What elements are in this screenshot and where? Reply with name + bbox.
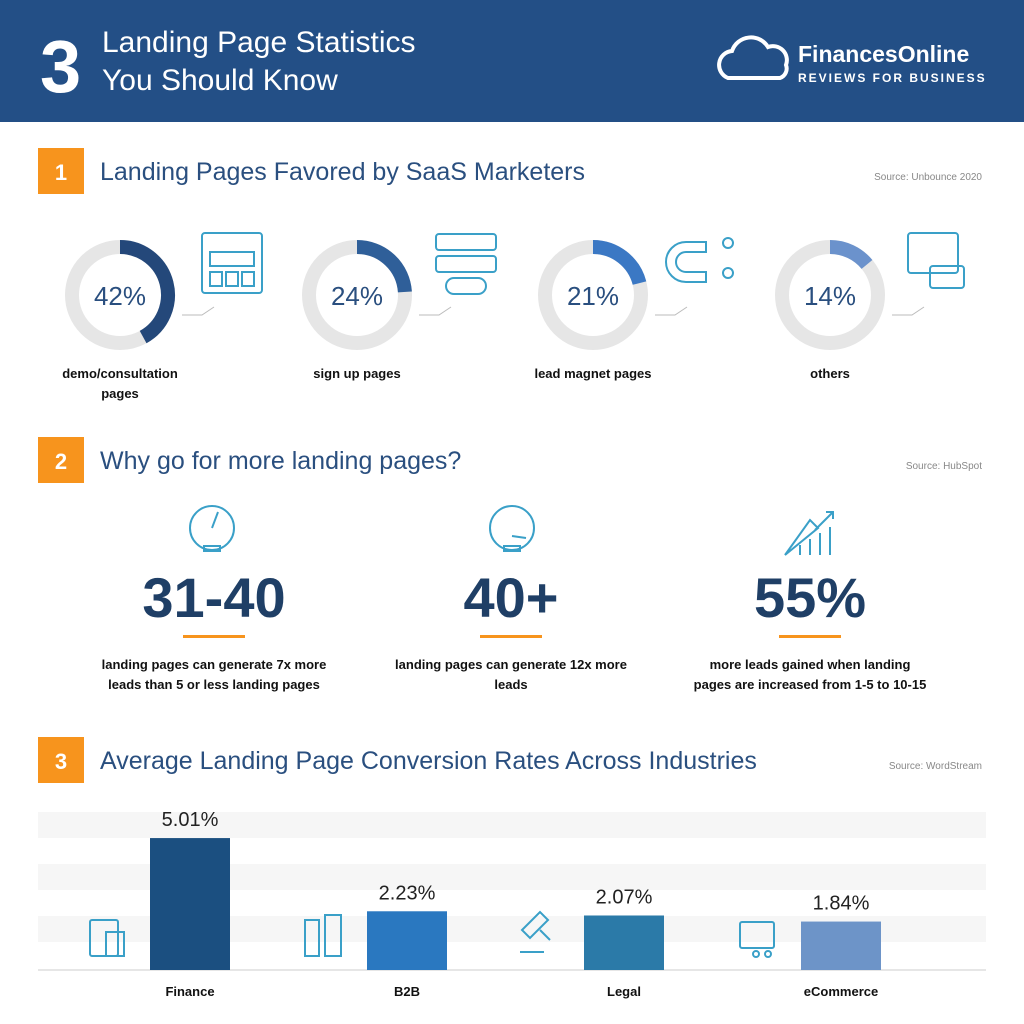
donut-label: 14% <box>804 281 856 311</box>
section-title: Why go for more landing pages? <box>100 447 461 475</box>
section-title: Landing Pages Favored by SaaS Marketers <box>100 158 585 186</box>
stat-value: 40+ <box>464 566 559 629</box>
stat-underline <box>183 635 245 638</box>
stat-value: 31-40 <box>142 566 285 629</box>
connector <box>419 306 452 316</box>
bar <box>801 921 881 970</box>
x-tick-label: Legal <box>607 984 641 999</box>
section-number: 2 <box>55 449 67 474</box>
donut-arc <box>356 240 412 293</box>
bar-value-label: 2.07% <box>596 886 653 908</box>
section-number: 3 <box>55 749 67 774</box>
tagline: REVIEWS FOR BUSINESS <box>798 71 987 85</box>
section-badge <box>38 737 84 783</box>
section-title: Average Landing Page Conversion Rates Ac… <box>100 747 757 775</box>
source: Source: Unbounce 2020 <box>874 172 982 183</box>
donut-label: 21% <box>567 281 619 311</box>
header-number: 3 <box>40 25 81 108</box>
section-badge <box>38 148 84 194</box>
header-title: You Should Know <box>102 64 338 97</box>
stat-value: 55% <box>754 566 866 629</box>
bar <box>150 838 230 970</box>
header-band <box>0 0 1024 122</box>
x-tick-label: eCommerce <box>804 984 878 999</box>
connector <box>655 306 688 316</box>
stat-underline <box>480 635 542 638</box>
donut-arc <box>119 240 175 344</box>
bar <box>367 911 447 970</box>
bar <box>584 915 664 970</box>
x-tick-label: B2B <box>394 984 420 999</box>
stripe <box>38 812 986 838</box>
category-label: demo/consultation pages <box>62 366 178 401</box>
section-badge <box>38 437 84 483</box>
stat-text: landing pages can generate 7x more leads… <box>101 657 327 692</box>
bar-value-label: 2.23% <box>379 882 436 904</box>
donut-label: 24% <box>331 281 383 311</box>
category-label: lead magnet pages <box>534 366 652 381</box>
bar-value-label: 5.01% <box>162 809 219 831</box>
header-title: Landing Page Statistics <box>102 26 416 59</box>
stat-underline <box>779 635 841 638</box>
source: Source: WordStream <box>889 761 982 772</box>
donut-arc <box>592 240 647 286</box>
bar-value-label: 1.84% <box>813 893 870 915</box>
connector <box>892 306 925 316</box>
category-label: sign up pages <box>313 366 401 381</box>
stat-text: landing pages can generate 12x more lead… <box>395 657 627 692</box>
logo-cloud <box>717 35 789 80</box>
icons <box>89 232 965 958</box>
stat-text: more leads gained when landing pages are… <box>693 657 927 692</box>
category-label: others <box>810 366 850 381</box>
source: Source: HubSpot <box>906 461 982 472</box>
donut-label: 42% <box>94 281 146 311</box>
brand: FinancesOnline <box>798 41 969 67</box>
section-number: 1 <box>55 160 67 185</box>
x-tick-label: Finance <box>165 984 214 999</box>
connector <box>182 306 215 316</box>
donut-arc <box>829 240 873 270</box>
